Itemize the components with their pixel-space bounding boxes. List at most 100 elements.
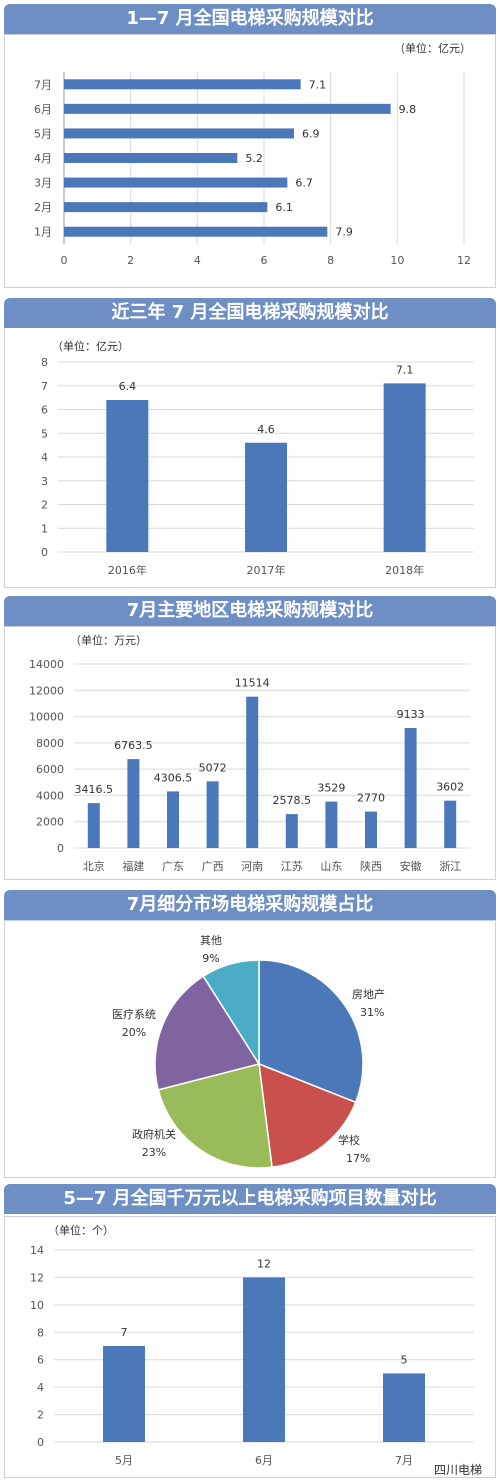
data-label: 11514 bbox=[235, 677, 270, 690]
bar bbox=[103, 1346, 145, 1442]
bar bbox=[127, 759, 140, 848]
bar bbox=[383, 1373, 425, 1442]
data-label: 7.1 bbox=[309, 78, 327, 91]
data-label: 6.4 bbox=[119, 380, 137, 393]
y-tick-label: 0 bbox=[41, 546, 48, 559]
data-label: 2770 bbox=[357, 792, 385, 805]
y-tick-label: 8 bbox=[37, 1326, 44, 1339]
x-tick-label: 广东 bbox=[162, 860, 184, 873]
x-tick-label: 山东 bbox=[320, 860, 342, 873]
bar bbox=[64, 79, 301, 90]
data-label: 7.9 bbox=[335, 226, 353, 239]
bar bbox=[167, 791, 179, 848]
y-tick-label: 6000 bbox=[36, 763, 64, 776]
bar bbox=[383, 383, 426, 552]
y-tick-label: 10 bbox=[30, 1299, 44, 1312]
x-tick-label: 2016年 bbox=[108, 563, 147, 577]
x-tick-label: 8 bbox=[327, 254, 334, 267]
y-tick-label: 4000 bbox=[36, 789, 64, 802]
bar bbox=[365, 811, 377, 848]
slice-label: 政府机关 bbox=[132, 1127, 176, 1141]
chart-1: （单位：亿元） 0 2 4 6 8 10 12 1月 7.9 2月 6.1 3月 6.7 4月 5.2 5月 6.… bbox=[34, 41, 471, 267]
y-tick-label: 4 bbox=[41, 451, 48, 464]
unit-label: （单位：万元） bbox=[70, 633, 147, 647]
bar bbox=[64, 202, 268, 213]
data-label: 5.2 bbox=[245, 152, 262, 165]
x-tick-label: 广西 bbox=[202, 860, 224, 873]
bar bbox=[64, 177, 288, 188]
y-tick-label: 10000 bbox=[29, 711, 64, 724]
y-tick-label: 2 bbox=[41, 499, 48, 512]
chart-1-title: 1—7 月全国电梯采购规模对比 bbox=[4, 4, 496, 34]
x-tick-label: 5月 bbox=[115, 1454, 133, 1467]
bar bbox=[64, 226, 328, 237]
y-tick-label: 1 bbox=[41, 522, 48, 535]
y-tick-label: 8000 bbox=[36, 737, 64, 750]
chart-2: （单位：亿元） 0 1 2 3 4 5 6 7 8 2016年 6.4 2017年 4.6 2018年 7.1 bbox=[41, 339, 474, 577]
bar bbox=[64, 153, 238, 163]
chart-3-title: 7月主要地区电梯采购规模对比 bbox=[4, 596, 496, 626]
data-label: 6.7 bbox=[295, 177, 313, 190]
data-label: 3416.5 bbox=[75, 783, 114, 796]
x-tick-label: 2017年 bbox=[247, 563, 286, 577]
y-tick-label: 2 bbox=[37, 1409, 44, 1422]
slice-label: 其他 bbox=[200, 934, 222, 947]
slice-percent: 31% bbox=[360, 1006, 384, 1019]
pie-slice bbox=[258, 959, 364, 1104]
x-tick-label: 2018年 bbox=[385, 563, 424, 577]
pie-slice bbox=[154, 975, 261, 1091]
x-tick-label: 6 bbox=[261, 254, 268, 267]
slice-percent: 9% bbox=[202, 952, 219, 965]
x-tick-label: 12 bbox=[457, 254, 471, 267]
data-label: 12 bbox=[257, 1257, 271, 1270]
data-label: 7 bbox=[121, 1326, 128, 1339]
slice-label: 房地产 bbox=[352, 987, 385, 1001]
bar bbox=[245, 442, 287, 552]
y-tick-label: 5月 bbox=[34, 127, 52, 140]
unit-label: （单位：亿元） bbox=[394, 41, 471, 55]
data-label: 6763.5 bbox=[114, 739, 153, 752]
data-label: 4306.5 bbox=[154, 771, 193, 784]
y-tick-label: 14 bbox=[30, 1244, 44, 1257]
y-tick-label: 2000 bbox=[36, 816, 64, 829]
x-tick-label: 0 bbox=[61, 254, 68, 267]
x-tick-label: 4 bbox=[194, 254, 201, 267]
y-tick-label: 5 bbox=[41, 427, 48, 440]
x-tick-label: 福建 bbox=[122, 859, 144, 873]
x-tick-label: 2 bbox=[127, 254, 134, 267]
unit-label: （单位：个） bbox=[48, 1223, 114, 1237]
bar bbox=[87, 803, 100, 848]
y-tick-label: 3月 bbox=[34, 177, 52, 190]
chart-4: 房地产 31% 学校 17% 政府机关 23% 医疗系统 20% 其他 9% bbox=[112, 934, 385, 1169]
slice-label: 学校 bbox=[338, 1133, 360, 1147]
y-tick-label: 12000 bbox=[29, 684, 64, 697]
data-label: 4.6 bbox=[257, 423, 275, 436]
bar bbox=[206, 781, 219, 848]
chart-4-title: 7月细分市场电梯采购规模占比 bbox=[4, 890, 496, 920]
pie-slice bbox=[202, 959, 260, 1067]
bar bbox=[404, 727, 417, 848]
y-tick-label: 4 bbox=[37, 1381, 44, 1394]
data-label: 2578.5 bbox=[273, 794, 312, 807]
y-tick-label: 0 bbox=[37, 1436, 44, 1449]
y-tick-label: 3 bbox=[41, 475, 48, 488]
data-label: 5072 bbox=[199, 761, 227, 774]
x-tick-label: 北京 bbox=[83, 859, 105, 873]
y-tick-label: 7 bbox=[41, 380, 48, 393]
data-label: 5 bbox=[401, 1353, 408, 1366]
bar bbox=[64, 103, 391, 114]
data-label: 3602 bbox=[436, 781, 464, 794]
unit-label: （单位：亿元） bbox=[52, 339, 129, 353]
x-tick-label: 6月 bbox=[255, 1454, 273, 1467]
slice-percent: 23% bbox=[142, 1146, 166, 1159]
x-tick-label: 7月 bbox=[395, 1454, 413, 1467]
data-label: 9133 bbox=[397, 708, 425, 721]
y-tick-label: 0 bbox=[57, 842, 64, 855]
bar bbox=[325, 801, 338, 848]
slice-label: 医疗系统 bbox=[112, 1007, 156, 1021]
y-tick-label: 7月 bbox=[34, 78, 52, 91]
y-tick-label: 14000 bbox=[29, 658, 64, 671]
y-tick-label: 4月 bbox=[34, 152, 52, 165]
y-tick-label: 8 bbox=[41, 356, 48, 369]
x-tick-label: 浙江 bbox=[439, 860, 461, 873]
